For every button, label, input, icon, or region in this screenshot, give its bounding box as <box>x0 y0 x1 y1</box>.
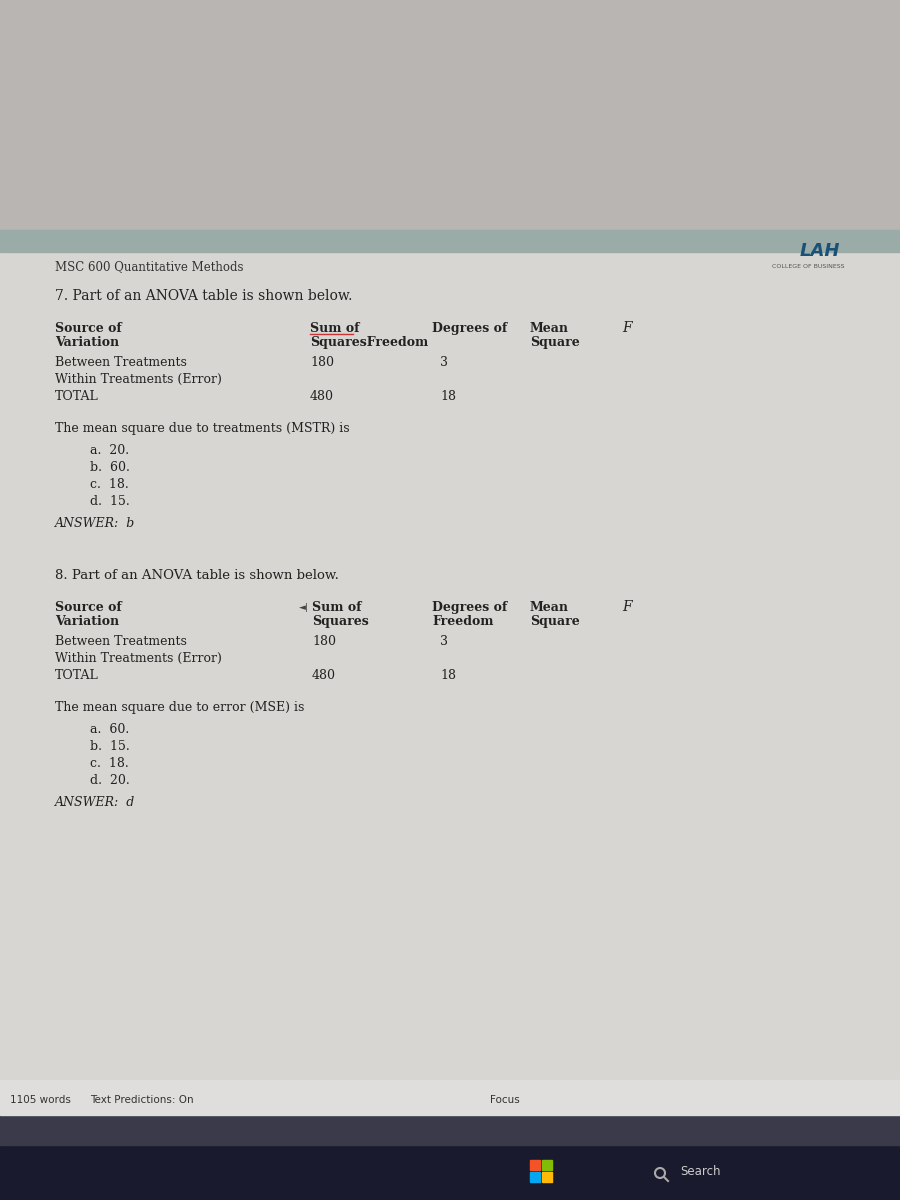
Bar <box>0 252 900 1080</box>
Text: The mean square due to error (MSE) is: The mean square due to error (MSE) is <box>55 701 304 714</box>
Text: 3: 3 <box>440 635 448 648</box>
Text: Text Predictions: On: Text Predictions: On <box>90 1094 194 1105</box>
Text: d.  15.: d. 15. <box>90 494 130 508</box>
Text: 180: 180 <box>310 356 334 370</box>
Text: Search: Search <box>680 1165 721 1178</box>
Bar <box>0 230 900 252</box>
Text: Within Treatments (Error): Within Treatments (Error) <box>55 652 222 665</box>
Text: c.  18.: c. 18. <box>90 757 129 770</box>
Text: 8. Part of an ANOVA table is shown below.: 8. Part of an ANOVA table is shown below… <box>55 569 339 582</box>
Bar <box>0 1115 900 1145</box>
Text: Sum of: Sum of <box>312 601 362 614</box>
Text: Squares: Squares <box>312 614 369 628</box>
Text: Degrees of: Degrees of <box>432 322 508 335</box>
Text: Freedom: Freedom <box>432 614 493 628</box>
Text: 180: 180 <box>312 635 336 648</box>
Text: Source of: Source of <box>55 322 122 335</box>
Text: Variation: Variation <box>55 336 119 349</box>
Text: 7. Part of an ANOVA table is shown below.: 7. Part of an ANOVA table is shown below… <box>55 289 353 302</box>
Bar <box>0 0 900 230</box>
Text: d.  20.: d. 20. <box>90 774 130 787</box>
Text: Degrees of: Degrees of <box>432 601 508 614</box>
Bar <box>542 1160 552 1170</box>
Text: LAH: LAH <box>799 242 840 260</box>
Text: a.  20.: a. 20. <box>90 444 129 457</box>
Text: 480: 480 <box>312 670 336 682</box>
Text: TOTAL: TOTAL <box>55 390 99 403</box>
Bar <box>0 1080 900 1115</box>
Text: Between Treatments: Between Treatments <box>55 635 187 648</box>
Text: MSC 600 Quantitative Methods: MSC 600 Quantitative Methods <box>55 260 244 272</box>
Text: 18: 18 <box>440 390 456 403</box>
Text: Source of: Source of <box>55 601 122 614</box>
Text: SquaresFreedom: SquaresFreedom <box>310 336 428 349</box>
Text: Mean: Mean <box>530 601 569 614</box>
Bar <box>530 1172 540 1182</box>
Text: Mean: Mean <box>530 322 569 335</box>
Text: Within Treatments (Error): Within Treatments (Error) <box>55 373 222 386</box>
Text: F: F <box>622 320 632 335</box>
Text: b.  15.: b. 15. <box>90 740 130 754</box>
Text: 18: 18 <box>440 670 456 682</box>
Text: Variation: Variation <box>55 614 119 628</box>
Bar <box>0 1145 900 1200</box>
Text: b.  60.: b. 60. <box>90 461 130 474</box>
Text: ANSWER:  d: ANSWER: d <box>55 796 135 809</box>
Text: Between Treatments: Between Treatments <box>55 356 187 370</box>
Text: Sum of: Sum of <box>310 322 359 335</box>
Text: TOTAL: TOTAL <box>55 670 99 682</box>
Bar <box>530 1160 540 1170</box>
Text: F: F <box>622 600 632 614</box>
Text: 3: 3 <box>440 356 448 370</box>
Bar <box>542 1172 552 1182</box>
Text: The mean square due to treatments (MSTR) is: The mean square due to treatments (MSTR)… <box>55 422 349 434</box>
Text: 480: 480 <box>310 390 334 403</box>
Text: a.  60.: a. 60. <box>90 722 130 736</box>
Text: Square: Square <box>530 336 580 349</box>
Text: Focus: Focus <box>490 1094 520 1105</box>
Text: 1105 words: 1105 words <box>10 1094 71 1105</box>
Text: c.  18.: c. 18. <box>90 478 129 491</box>
Text: COLLEGE OF BUSINESS: COLLEGE OF BUSINESS <box>772 264 845 269</box>
Text: ◄|: ◄| <box>299 602 309 612</box>
Text: Square: Square <box>530 614 580 628</box>
Text: ANSWER:  b: ANSWER: b <box>55 517 135 530</box>
